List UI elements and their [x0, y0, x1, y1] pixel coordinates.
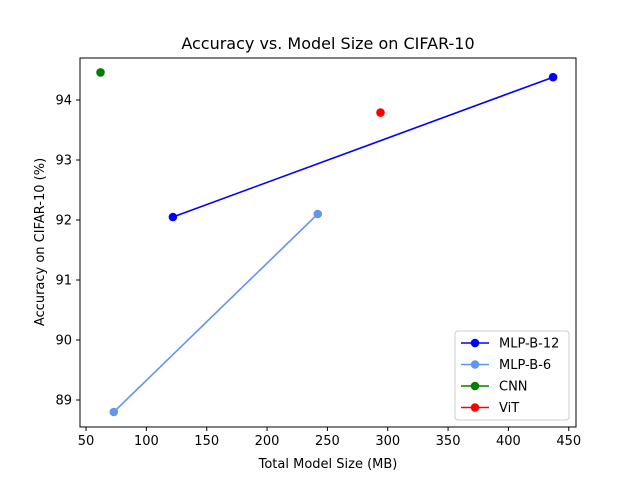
y-tick-label: 91 — [55, 274, 72, 289]
legend-label-mlp-b-12: MLP-B-12 — [499, 337, 559, 352]
series-line-mlp-b-6 — [113, 213, 319, 413]
y-axis-label: Accuracy on CIFAR-10 (%) — [33, 158, 48, 326]
x-tick-label: 150 — [194, 434, 219, 449]
legend-marker-mlp-b-12 — [470, 338, 480, 348]
legend-item-mlp-b-6: MLP-B-6 — [461, 358, 551, 373]
x-axis: 50 100 150 200 250 300 350 400 450 — [78, 427, 581, 449]
y-tick-label: 94 — [55, 94, 72, 109]
plot-frame — [79, 57, 577, 428]
legend-item-mlp-b-12: MLP-B-12 — [461, 337, 559, 352]
series-line-mlp-b-12 — [172, 76, 554, 218]
y-tick-label: 92 — [55, 214, 72, 229]
legend-label-mlp-b-6: MLP-B-6 — [499, 358, 551, 373]
legend-marker-vit — [470, 403, 480, 412]
x-tick-label: 250 — [315, 434, 340, 449]
legend: MLP-B-12 MLP-B-6 CNN ViT — [454, 330, 570, 421]
x-tick-label: 200 — [255, 434, 280, 449]
y-tick-label: 93 — [55, 154, 72, 169]
series-layer — [96, 68, 558, 417]
legend-item-vit: ViT — [461, 401, 519, 416]
x-tick-label: 300 — [375, 434, 400, 449]
x-tick-label: 450 — [556, 434, 581, 449]
legend-marker-mlp-b-6 — [470, 360, 480, 369]
x-tick-label: 400 — [496, 434, 521, 449]
y-axis: 89 90 91 92 93 94 — [55, 94, 80, 409]
x-tick-label: 50 — [78, 434, 95, 449]
point-mlp-b-12 — [548, 72, 558, 82]
legend-label-vit: ViT — [499, 401, 519, 416]
x-tick-label: 100 — [134, 434, 159, 449]
point-cnn — [96, 68, 105, 77]
y-tick-label: 90 — [55, 334, 72, 349]
legend-frame — [454, 330, 570, 421]
point-mlp-b-6 — [313, 209, 323, 219]
point-vit — [376, 108, 385, 117]
chart-title: Accuracy vs. Model Size on CIFAR-10 — [181, 34, 474, 53]
point-mlp-b-6 — [109, 407, 119, 417]
legend-marker-cnn — [470, 381, 480, 391]
legend-label-cnn: CNN — [499, 380, 528, 395]
x-tick-label: 350 — [436, 434, 461, 449]
y-tick-label: 89 — [55, 394, 72, 409]
legend-item-cnn: CNN — [461, 380, 528, 395]
point-mlp-b-12 — [168, 212, 178, 222]
x-axis-label: Total Model Size (MB) — [258, 457, 398, 472]
